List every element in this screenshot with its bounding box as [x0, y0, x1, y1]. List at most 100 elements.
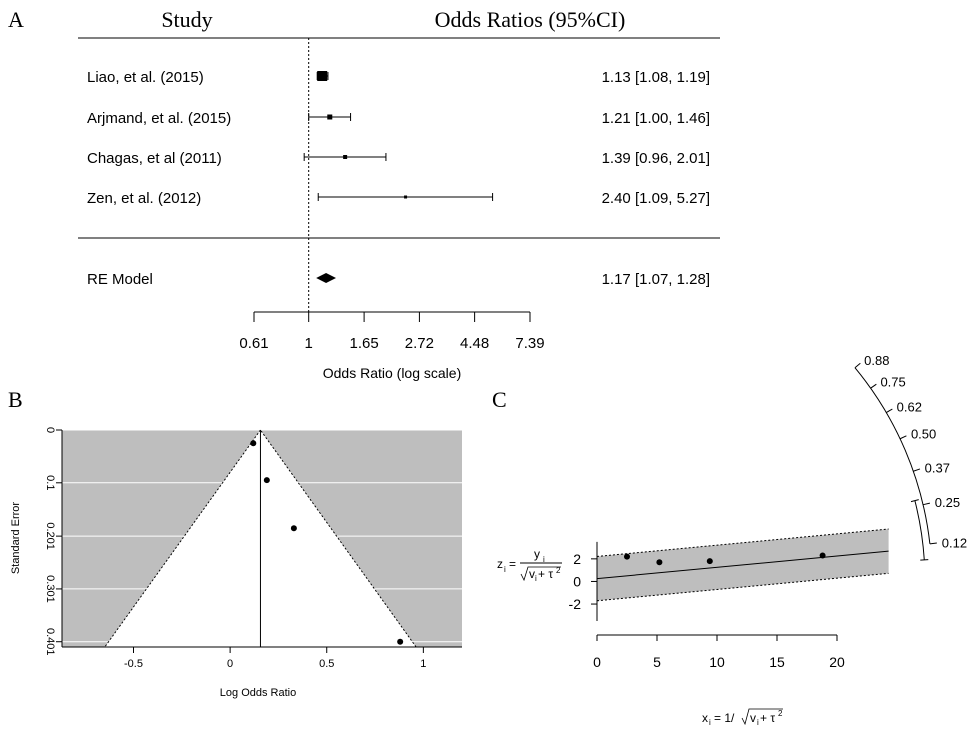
- study-marker: [327, 114, 333, 120]
- funnel-edge-left: [104, 429, 261, 648]
- arc-tick-label: 0.37: [925, 460, 950, 475]
- study-ci-label: 1.21 [1.00, 1.46]: [602, 110, 710, 127]
- band-edge-lower: [596, 572, 889, 602]
- formula-z: z: [497, 557, 503, 571]
- arc-tick: [886, 408, 893, 413]
- x-tick-label: 0: [227, 658, 233, 670]
- funnel-point: [290, 525, 297, 532]
- y-tick-label: 0.301: [44, 575, 56, 603]
- formula-x-tau-sup: 2: [778, 709, 783, 718]
- arc-tick-label: 0.50: [911, 427, 936, 442]
- radial-point: [656, 559, 663, 566]
- y-tick-label: 0.1: [44, 475, 56, 490]
- arc-tick: [870, 383, 877, 389]
- arc-tick: [854, 362, 861, 369]
- x-tick-label: 0.5: [319, 658, 334, 670]
- x-axis-label: Log Odds Ratio: [220, 687, 296, 699]
- x-tick-label: -0.5: [124, 658, 143, 670]
- study-marker: [404, 195, 408, 199]
- formula-x-v: v: [750, 711, 756, 725]
- formula-y: y: [534, 547, 540, 561]
- funnel-plot: B 0 0.1 0.201 0.301 0.401 -0.5 0 0.5 1 Log Odds Ra…: [8, 387, 462, 699]
- x-tick-label: 10: [709, 654, 725, 670]
- x-tick-label: 5: [653, 654, 661, 670]
- formula-sqrt: [520, 566, 561, 582]
- study-ci-label: 1.13 [1.08, 1.19]: [602, 69, 710, 86]
- x-axis-label: Odds Ratio (log scale): [323, 365, 462, 381]
- header-study: Study: [161, 7, 212, 32]
- radial-point: [706, 558, 713, 565]
- arc-tick: [913, 468, 921, 472]
- header-odds-ratios: Odds Ratios (95%CI): [435, 7, 626, 32]
- arc-tick: [899, 435, 907, 440]
- study-name: Arjmand, et al. (2015): [87, 110, 231, 127]
- formula-tau-sup: 2: [556, 566, 561, 575]
- formula-x-eq: = 1/: [714, 711, 735, 725]
- x-tick-label: 1: [305, 335, 313, 352]
- formula-x-v-sub: i: [757, 718, 759, 727]
- arc-tick-label: 0.25: [935, 495, 960, 510]
- arc-bracket: [914, 500, 925, 560]
- radial-point: [624, 553, 630, 560]
- study-ci-label: 1.39 [0.96, 2.01]: [602, 150, 710, 167]
- arc-tick: [922, 502, 931, 506]
- arc-bracket-cap: [920, 559, 929, 561]
- arc-tick-label: 0.88: [864, 353, 889, 368]
- x-tick-label: 4.48: [460, 335, 489, 352]
- radial-point: [819, 552, 826, 559]
- x-tick-label: 2.72: [405, 335, 434, 352]
- formula-x-sub: i: [709, 718, 711, 727]
- study-name: Liao, et al. (2015): [87, 69, 204, 86]
- x-tick-label: 1.65: [349, 335, 378, 352]
- band-edge-upper: [596, 528, 889, 557]
- formula-y-sub: i: [543, 555, 545, 564]
- formula-x-sqrt: [741, 708, 783, 726]
- x-tick-label: 0: [593, 654, 601, 670]
- study-name: Chagas, et al (2011): [87, 150, 222, 167]
- arc-bracket-cap: [910, 499, 919, 503]
- panel-label-b: B: [8, 387, 23, 412]
- panel-label-a: A: [8, 7, 24, 32]
- y-tick-label: 0: [573, 573, 581, 589]
- x-tick-label: 20: [829, 654, 845, 670]
- y-axis-label: Standard Error: [10, 502, 22, 574]
- summary-ci-label: 1.17 [1.07, 1.28]: [602, 271, 710, 288]
- y-tick-label: 0: [44, 427, 56, 433]
- arc-tick-label: 0.12: [942, 535, 967, 550]
- formula-z-sub: i: [504, 565, 506, 574]
- study-name: Zen, et al. (2012): [87, 190, 201, 207]
- formula-v: v: [529, 567, 535, 581]
- formula-x-plus-tau: + τ: [760, 711, 775, 725]
- summary-name: RE Model: [87, 271, 153, 288]
- formula-v-sub: i: [535, 574, 537, 583]
- study-marker: [343, 155, 348, 159]
- funnel-point: [250, 440, 257, 447]
- formula-plus-tau: + τ: [538, 567, 553, 581]
- formula-eq: =: [509, 557, 516, 571]
- funnel-point: [263, 477, 270, 484]
- y-tick-label: 0.201: [44, 522, 56, 550]
- summary-diamond: [316, 273, 337, 283]
- study-marker: [317, 71, 328, 81]
- panel-label-c: C: [492, 387, 507, 412]
- regression-line: [596, 550, 889, 580]
- x-tick-label: 15: [769, 654, 785, 670]
- funnel-point: [397, 638, 404, 645]
- x-tick-label: 7.39: [515, 335, 544, 352]
- arc-tick: [929, 542, 937, 545]
- x-tick-label: 0.61: [239, 335, 268, 352]
- funnel-edge-right: [260, 429, 417, 648]
- study-ci-label: 2.40 [1.09, 5.27]: [602, 190, 710, 207]
- forest-plot: A Study Odds Ratios (95%CI) Liao, et al. (2…: [8, 7, 720, 381]
- y-tick-label: -2: [569, 596, 582, 612]
- arc-tick-label: 0.75: [880, 374, 905, 389]
- arc-scale: [854, 367, 931, 544]
- y-tick-label: 2: [573, 551, 581, 567]
- formula-x: x: [702, 711, 708, 725]
- x-tick-label: 1: [420, 658, 426, 670]
- y-tick-label: 0.401: [44, 628, 56, 656]
